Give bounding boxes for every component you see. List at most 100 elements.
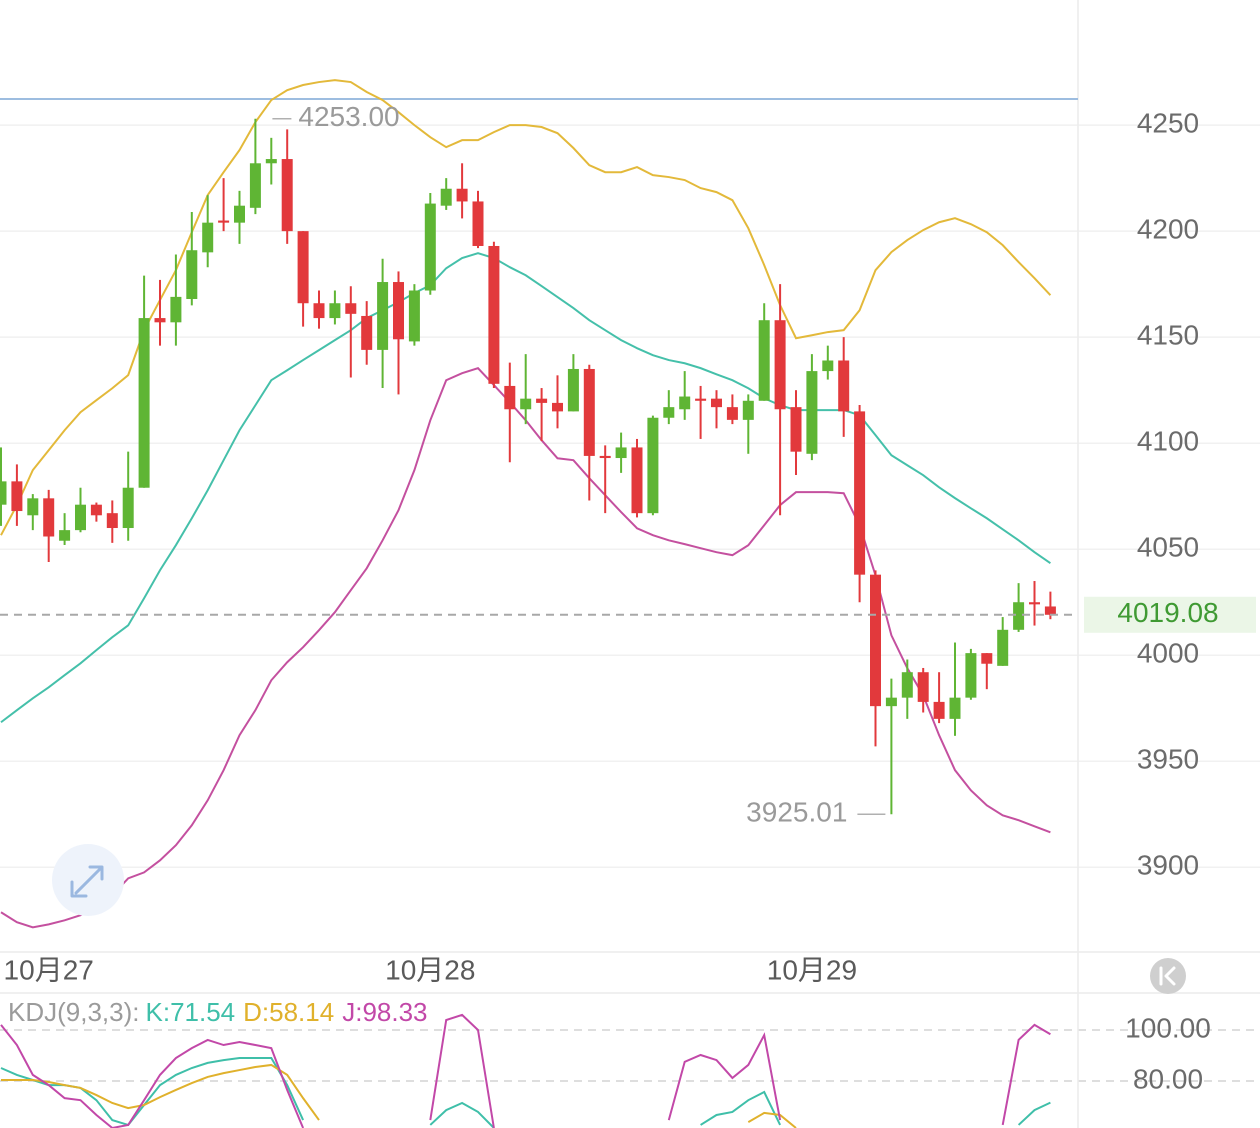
kdj-plot: [0, 1013, 1051, 1128]
y-tick-label: 4100: [1137, 426, 1199, 457]
candle-body: [170, 296, 182, 323]
x-tick-label: 10月27: [4, 954, 94, 985]
candle-body: [504, 385, 516, 410]
grid-layer: [0, 124, 1260, 1082]
candle-body: [838, 360, 850, 412]
candle-body: [1029, 602, 1040, 605]
candle-body: [552, 402, 563, 412]
candle-body: [742, 400, 754, 420]
candle-body: [583, 368, 595, 456]
candle-body: [917, 672, 929, 702]
candle-body: [854, 411, 866, 575]
candle-body: [75, 504, 86, 531]
candle-body: [647, 417, 659, 514]
y-tick-label: 3950: [1137, 744, 1199, 775]
candle-body: [536, 398, 548, 403]
candle-body: [615, 447, 627, 459]
candle-body: [679, 396, 691, 410]
candle-body: [488, 245, 500, 384]
y-tick-label: 4000: [1137, 638, 1199, 669]
candle-body: [997, 629, 1009, 666]
jump-latest-button[interactable]: [1150, 958, 1186, 994]
candle-body: [456, 188, 468, 202]
candle-body: [90, 504, 102, 516]
y-tick-label: 100.00: [1125, 1012, 1211, 1043]
candle-body: [1044, 606, 1056, 615]
candle-body: [520, 398, 532, 410]
y-tick-label: 4050: [1137, 532, 1199, 563]
last-price-box: [1084, 596, 1256, 633]
candle-body: [297, 231, 309, 304]
candle-body: [122, 487, 134, 529]
candle-body: [281, 159, 293, 232]
candle-body: [106, 513, 118, 529]
annotation-label: 4253.00: [298, 101, 399, 132]
candle-body: [43, 498, 55, 537]
legend-entry: J:98.33: [342, 997, 427, 1027]
candle-body: [218, 220, 230, 223]
candle-body: [870, 574, 881, 707]
candle-body: [0, 481, 7, 505]
kdj-legend: KDJ(9,3,3): K:71.54 D:58.14 J:98.33: [8, 997, 428, 1027]
candle-body: [711, 398, 722, 408]
labels: 3900 3950 4000 4050 4100 4150 4200 4250 10月27 10月…: [4, 101, 1256, 1094]
candle-body: [249, 163, 261, 208]
candle-body: [726, 407, 738, 420]
candle-body: [567, 368, 579, 412]
candle-body: [154, 318, 166, 323]
candle-body: [790, 407, 802, 452]
kdj-line: [0, 1013, 1051, 1128]
candle-body: [933, 701, 945, 719]
candle-body: [408, 290, 420, 342]
candle-body: [361, 315, 373, 350]
candle-body: [631, 447, 643, 514]
candle-body: [599, 455, 611, 459]
bollinger-band-line: [0, 252, 1051, 724]
y-tick-label: 3900: [1137, 850, 1199, 881]
candle-body: [885, 697, 897, 707]
candle-body: [695, 398, 707, 401]
legend-entry: D:58.14: [243, 997, 334, 1027]
candle-body: [393, 282, 404, 340]
candle-body: [472, 201, 484, 246]
main-plot: [0, 79, 1078, 929]
candle-body: [663, 407, 675, 418]
candle-body: [822, 360, 834, 372]
x-tick-label: 10月28: [385, 954, 475, 985]
candle-body: [1013, 602, 1025, 630]
candle-body: [27, 498, 39, 516]
candle-body: [806, 371, 818, 454]
expand-button[interactable]: [52, 844, 124, 916]
candle-body: [965, 653, 977, 698]
candle-body: [901, 672, 913, 698]
legend-entry: K:71.54: [146, 997, 236, 1027]
candle-body: [758, 320, 770, 401]
candle-body: [345, 303, 357, 314]
y-tick-label: 4150: [1137, 320, 1199, 351]
candle-body: [949, 697, 961, 719]
kdj-title: KDJ(9,3,3):: [8, 997, 140, 1027]
jump-latest-icon[interactable]: [1159, 966, 1176, 986]
y-tick-label: 4200: [1137, 214, 1199, 245]
last-price-label: 4019.08: [1117, 597, 1218, 628]
candle-body: [138, 318, 150, 488]
kdj-line: [0, 1057, 1051, 1128]
candle-body: [59, 530, 71, 541]
candle-body: [313, 303, 325, 319]
candle-body: [186, 250, 198, 299]
candle-body: [774, 320, 786, 410]
candle-body: [234, 205, 245, 223]
candle-body: [329, 303, 341, 319]
y-tick-label: 4250: [1137, 108, 1199, 139]
candle-body: [202, 222, 214, 253]
x-tick-label: 10月29: [767, 954, 857, 985]
expand-icon[interactable]: [70, 865, 104, 898]
candle-body: [11, 481, 23, 512]
candle-body: [265, 159, 277, 164]
candle-body: [377, 282, 389, 350]
candle-body: [981, 653, 993, 664]
y-tick-label: 80.00: [1133, 1063, 1203, 1094]
